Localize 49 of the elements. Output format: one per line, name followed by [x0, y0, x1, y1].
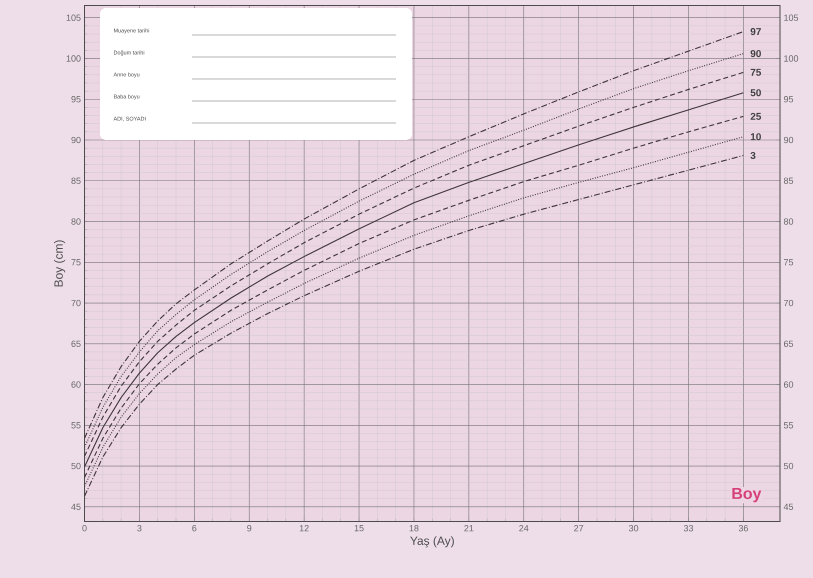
- x-tick-label: 15: [354, 525, 364, 532]
- x-tick-label: 0: [82, 525, 87, 532]
- series-label: 75: [750, 68, 762, 76]
- series-label: 10: [750, 133, 761, 140]
- y-tick-label: 95: [71, 96, 81, 102]
- series-label: 97: [750, 28, 761, 36]
- y-tick-label: 45: [71, 504, 81, 510]
- y-tick-label: 70: [71, 300, 81, 306]
- y2-tick-label: 105: [784, 14, 798, 21]
- y-tick-label: 50: [71, 462, 81, 470]
- y2-tick-label: 95: [784, 96, 794, 102]
- y2-tick-label: 90: [784, 136, 794, 144]
- y2-tick-label: 65: [784, 340, 794, 347]
- series-label: 25: [750, 112, 762, 120]
- x-tick-label: 33: [684, 525, 694, 532]
- y2-tick-label: 50: [784, 462, 794, 470]
- y-tick-label: 75: [71, 259, 81, 266]
- y2-tick-label: 45: [784, 504, 794, 510]
- x-tick-label: 21: [464, 525, 474, 532]
- x-tick-label: 18: [410, 525, 419, 532]
- x-tick-label: 36: [738, 525, 748, 532]
- x-axis-title: Yaş (Ay): [410, 536, 454, 548]
- x-tick-label: 24: [519, 525, 528, 532]
- x-tick-label: 27: [574, 525, 584, 532]
- y-tick-label: 85: [71, 178, 81, 184]
- y-tick-label: 105: [66, 14, 81, 21]
- x-tick-label: 9: [247, 525, 252, 532]
- y2-tick-label: 70: [784, 300, 794, 306]
- y2-tick-label: 100: [784, 55, 798, 62]
- y-tick-label: 65: [71, 340, 81, 347]
- x-tick-label: 30: [628, 525, 638, 532]
- y2-tick-label: 75: [784, 259, 794, 266]
- y-axis-title: Boy (cm): [54, 240, 66, 286]
- annotation: Boy: [732, 488, 762, 502]
- y-tick-label: 90: [71, 136, 81, 144]
- x-tick-label: 6: [192, 525, 196, 532]
- y2-tick-label: 60: [784, 381, 794, 388]
- y2-tick-label: 80: [784, 218, 794, 225]
- y-tick-label: 100: [66, 55, 81, 62]
- y2-tick-label: 55: [784, 422, 794, 428]
- y2-tick-label: 85: [784, 178, 794, 184]
- y-tick-label: 55: [71, 422, 81, 428]
- x-tick-label: 12: [300, 525, 309, 532]
- y-tick-label: 60: [71, 381, 81, 388]
- series-label: 50: [750, 89, 761, 96]
- series-label: 90: [750, 50, 761, 58]
- series-label: 3: [750, 152, 756, 160]
- x-tick-label: 3: [137, 525, 142, 532]
- y-tick-label: 80: [71, 218, 81, 225]
